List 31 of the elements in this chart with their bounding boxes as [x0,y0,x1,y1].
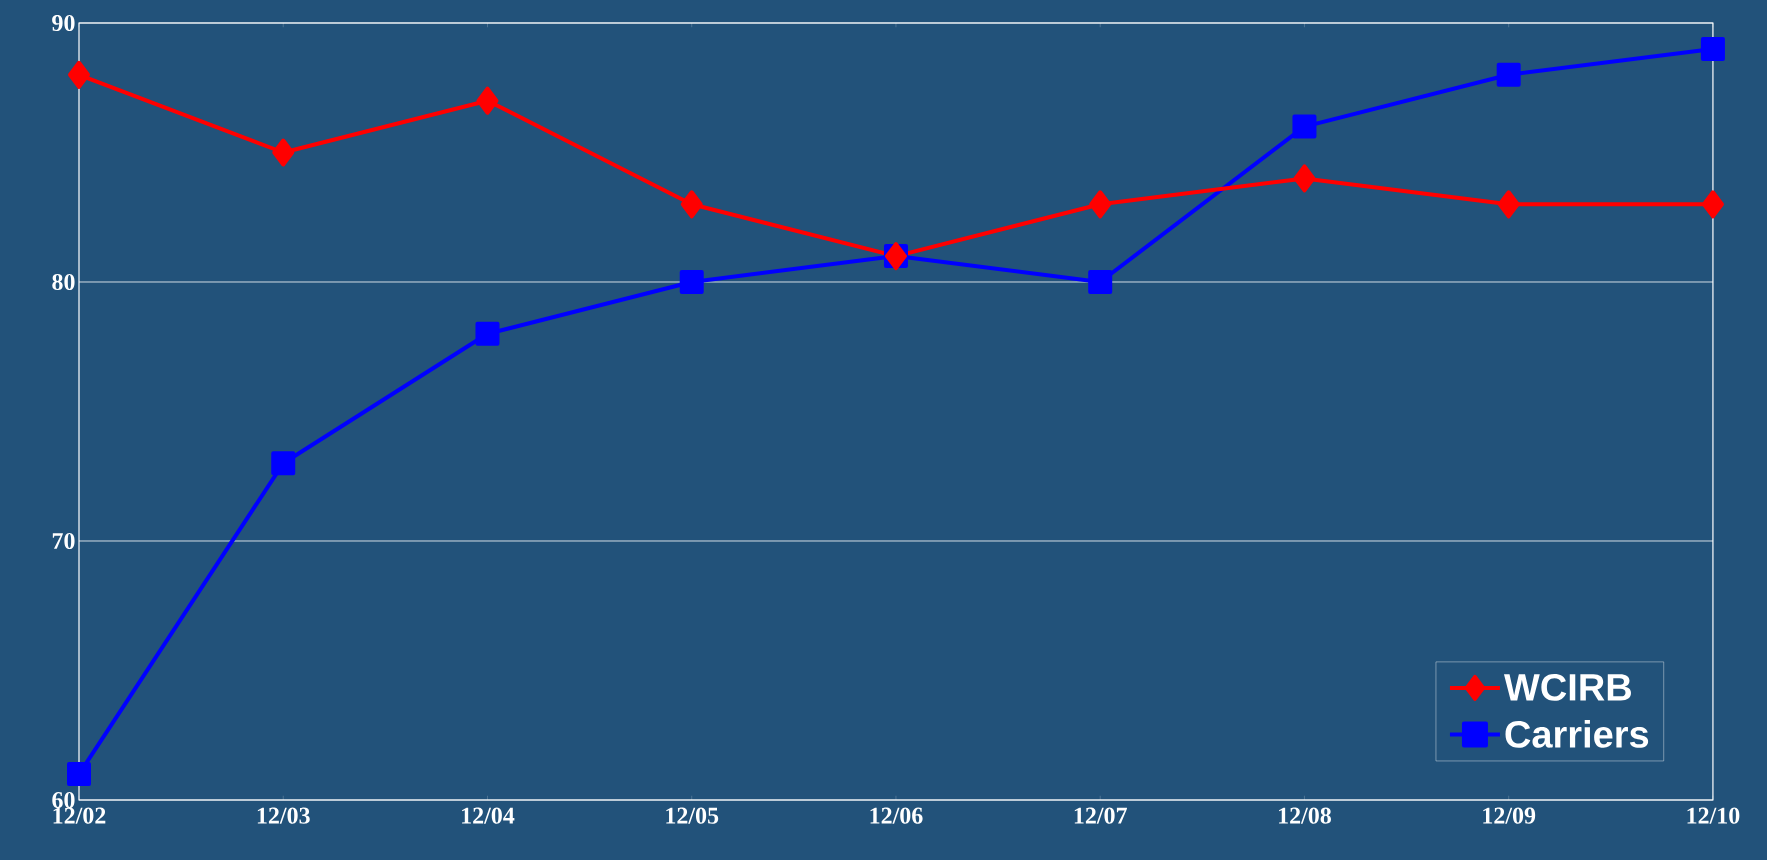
point [1088,270,1113,294]
point [476,86,499,115]
x-tick-label: 12/09 [1483,807,1536,824]
point [1700,36,1725,61]
x-tick-label: 12/03 [257,807,310,824]
y-tick-label: 90 [52,14,75,32]
point [1293,164,1316,193]
point [271,451,296,476]
point [1497,190,1520,219]
point [68,60,90,89]
point [1701,190,1724,219]
x-tick-label: 12/10 [1687,807,1740,824]
point [1496,62,1521,87]
point [1292,114,1317,139]
point [67,762,91,787]
x-tick-label: 12/06 [870,807,923,824]
legend-label: Carriers [1505,719,1649,748]
y-tick-label: 60 [52,791,75,809]
x-tick-label: 12/04 [462,807,515,824]
x-tick-label: 12/08 [1279,807,1331,824]
y-tick-label: 80 [52,273,75,291]
y-tick-label: 70 [52,532,75,550]
point [679,270,704,294]
point [680,190,703,219]
point [272,138,295,167]
legend-label: WCIRB [1503,673,1631,701]
x-tick-label: 12/07 [1074,807,1127,824]
point [1089,190,1112,219]
x-tick-label: 12/02 [53,807,106,824]
x-tick-label: 12/05 [666,807,719,824]
point [475,321,500,346]
